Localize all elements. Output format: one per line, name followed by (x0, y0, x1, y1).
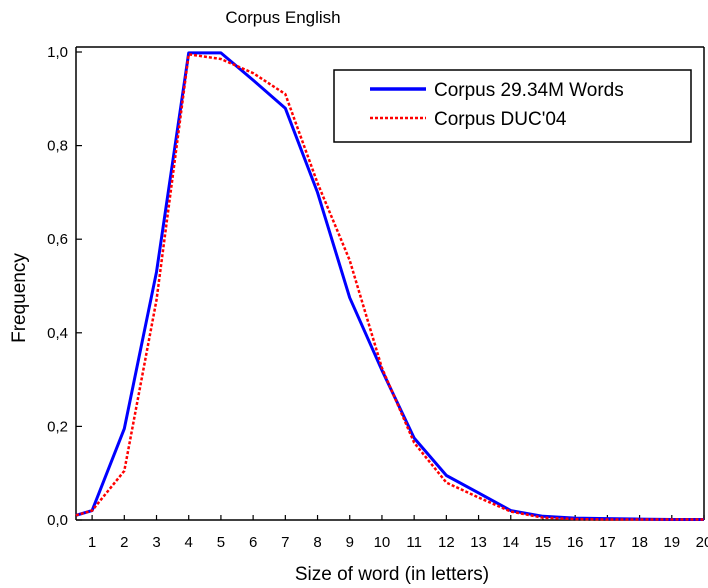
x-tick-label-8: 8 (313, 534, 321, 551)
legend-label-series-1: Corpus 29.34M Words (434, 80, 624, 101)
x-tick-label-10: 10 (374, 534, 391, 551)
x-tick-label-13: 13 (470, 534, 487, 551)
axis-tick-labels: 12345678910111213141516171819200,00,20,4… (47, 44, 708, 551)
y-tick-label-0: 0,0 (47, 512, 68, 529)
x-tick-label-2: 2 (120, 534, 128, 551)
legend-box (333, 69, 692, 143)
x-tick-label-19: 19 (663, 534, 680, 551)
y-axis-title: Frequency (9, 253, 30, 343)
x-axis-title: Size of word (in letters) (295, 564, 489, 585)
y-tick-label-4: 0,8 (47, 138, 68, 155)
x-tick-label-6: 6 (249, 534, 257, 551)
y-tick-label-1: 0,2 (47, 418, 68, 435)
x-tick-label-1: 1 (88, 534, 96, 551)
x-tick-label-14: 14 (502, 534, 519, 551)
legend-label-series-2: Corpus DUC'04 (434, 109, 567, 130)
y-tick-label-5: 1,0 (47, 44, 68, 61)
x-tick-label-15: 15 (535, 534, 552, 551)
x-tick-label-7: 7 (281, 534, 289, 551)
chart-title: Corpus English (225, 8, 340, 27)
legend: Corpus 29.34M Words Corpus DUC'04 (333, 69, 692, 143)
axis-ticks (76, 51, 705, 521)
x-tick-label-3: 3 (152, 534, 160, 551)
x-tick-label-4: 4 (185, 534, 193, 551)
series-lines (75, 51, 704, 521)
x-tick-label-5: 5 (217, 534, 225, 551)
y-tick-label-2: 0,4 (47, 325, 68, 342)
x-tick-label-11: 11 (406, 534, 422, 551)
x-tick-label-16: 16 (567, 534, 584, 551)
y-tick-label-3: 0,6 (47, 231, 68, 248)
x-tick-label-12: 12 (438, 534, 455, 551)
x-tick-label-9: 9 (346, 534, 354, 551)
x-tick-label-17: 17 (599, 534, 616, 551)
x-tick-label-20: 20 (696, 534, 708, 551)
x-tick-label-18: 18 (631, 534, 648, 551)
series-line-2 (75, 53, 704, 521)
